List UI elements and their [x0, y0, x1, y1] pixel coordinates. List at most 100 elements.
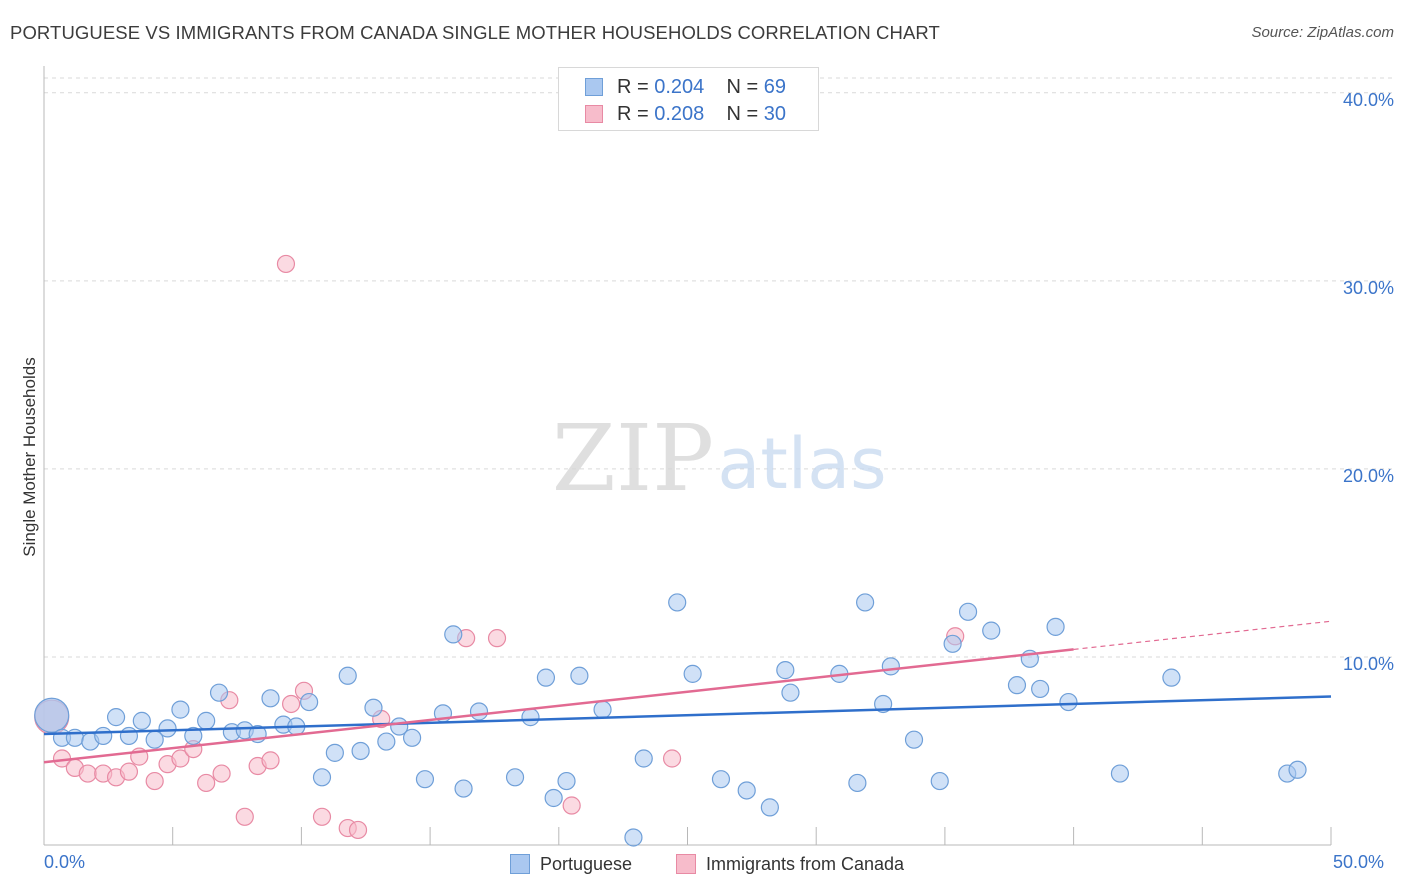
legend-n-label: N = — [726, 102, 764, 125]
point-portuguese — [634, 749, 653, 768]
point-portuguese — [521, 708, 540, 727]
point-immigrants-from-canada — [282, 694, 301, 714]
point-portuguese — [856, 593, 875, 612]
legend-swatch-blue — [585, 78, 603, 96]
point-portuguese — [544, 788, 563, 808]
point-portuguese — [1059, 692, 1078, 712]
point-portuguese — [312, 768, 332, 787]
legend-r-value: 0.208 — [654, 102, 705, 125]
axes — [43, 66, 1332, 846]
point-portuguese — [760, 798, 779, 817]
legend-label-portuguese: Portuguese — [540, 853, 633, 874]
point-portuguese — [171, 700, 190, 719]
point-portuguese — [881, 657, 900, 676]
point-portuguese — [351, 741, 370, 761]
chart-title: PORTUGUESE VS IMMIGRANTS FROM CANADA SIN… — [10, 22, 940, 43]
point-portuguese — [958, 602, 978, 621]
x-tick-min: 0.0% — [44, 852, 86, 872]
point-immigrants-from-canada — [197, 773, 216, 793]
point-immigrants-from-canada — [312, 807, 332, 826]
point-portuguese — [570, 666, 589, 685]
point-portuguese — [781, 683, 800, 702]
point-portuguese — [776, 661, 795, 680]
point-portuguese — [683, 664, 702, 683]
point-portuguese — [469, 702, 489, 721]
point-portuguese — [364, 698, 383, 717]
point-portuguese — [261, 689, 280, 708]
legend-n-label: N = — [726, 75, 764, 98]
point-portuguese — [184, 726, 203, 746]
point-immigrants-from-canada — [662, 749, 682, 768]
point-portuguese — [34, 697, 70, 733]
point-immigrants-from-canada — [212, 764, 231, 783]
watermark-atlas: atlas — [717, 423, 886, 505]
correlation-legend: R = 0.204 N = 69 R = 0.208 N = 30 — [558, 67, 819, 131]
legend-swatch-blue — [510, 854, 530, 874]
watermark-zip: ZIP — [552, 405, 714, 512]
point-portuguese — [848, 773, 867, 793]
legend-n-value: 69 — [763, 75, 787, 98]
legend-swatch-pink — [676, 854, 696, 874]
gridlines — [44, 77, 1395, 658]
x-tick-max: 50.0% — [1333, 852, 1385, 872]
point-immigrants-from-canada — [235, 807, 254, 826]
point-portuguese — [536, 668, 556, 687]
legend-swatch-pink — [585, 105, 603, 123]
point-portuguese — [300, 692, 319, 712]
point-immigrants-from-canada — [78, 764, 97, 783]
point-portuguese — [943, 634, 962, 653]
point-portuguese — [668, 593, 687, 612]
point-immigrants-from-canada — [487, 629, 507, 648]
point-portuguese — [197, 711, 216, 730]
point-portuguese — [557, 771, 576, 791]
point-portuguese — [106, 708, 126, 727]
legend-n-value: 30 — [763, 102, 787, 125]
point-portuguese — [415, 770, 435, 789]
legend-item-portuguese: Portuguese — [510, 852, 632, 876]
point-portuguese — [454, 779, 473, 798]
point-portuguese — [737, 781, 756, 800]
point-portuguese — [209, 683, 229, 702]
point-portuguese — [119, 726, 139, 746]
y-tick-label: 20.0% — [1342, 465, 1394, 486]
point-portuguese — [94, 726, 113, 746]
legend-label-canada: Immigrants from Canada — [706, 853, 905, 874]
point-portuguese — [132, 711, 151, 730]
point-immigrants-from-canada — [145, 771, 164, 791]
point-immigrants-from-canada — [261, 751, 280, 770]
y-tick-label: 30.0% — [1342, 277, 1394, 298]
point-portuguese — [711, 770, 731, 789]
legend-r-value: 0.204 — [654, 75, 705, 98]
point-immigrants-from-canada — [119, 762, 139, 781]
y-tick-label: 10.0% — [1342, 653, 1394, 674]
point-portuguese — [593, 700, 612, 719]
trend-lines — [43, 620, 1332, 764]
point-portuguese — [158, 719, 177, 738]
point-portuguese — [402, 728, 422, 747]
point-portuguese — [982, 621, 1001, 640]
series-immigrants-from-canada — [34, 254, 965, 840]
point-portuguese — [624, 828, 643, 847]
legend-r-label: R = — [617, 75, 655, 98]
source-label: Source: ZipAtlas.com — [1251, 24, 1394, 41]
point-portuguese — [444, 625, 463, 644]
legend-r-label: R = — [617, 102, 655, 125]
series-portuguese — [34, 593, 1307, 847]
y-tick-label: 40.0% — [1342, 89, 1394, 110]
point-portuguese — [1046, 617, 1065, 636]
point-portuguese — [505, 768, 525, 787]
point-portuguese — [1031, 679, 1050, 699]
legend-item-canada: Immigrants from Canada — [676, 852, 904, 876]
point-immigrants-from-canada — [171, 749, 190, 768]
point-portuguese — [1162, 668, 1181, 687]
point-portuguese — [1288, 760, 1307, 779]
point-immigrants-from-canada — [562, 796, 581, 815]
point-portuguese — [1007, 676, 1027, 695]
trend-line-portuguese — [43, 695, 1332, 736]
point-portuguese — [904, 730, 924, 749]
point-portuguese — [1110, 764, 1130, 783]
point-portuguese — [325, 743, 344, 762]
trend-line-extension — [1073, 620, 1332, 651]
point-immigrants-from-canada — [348, 820, 368, 840]
